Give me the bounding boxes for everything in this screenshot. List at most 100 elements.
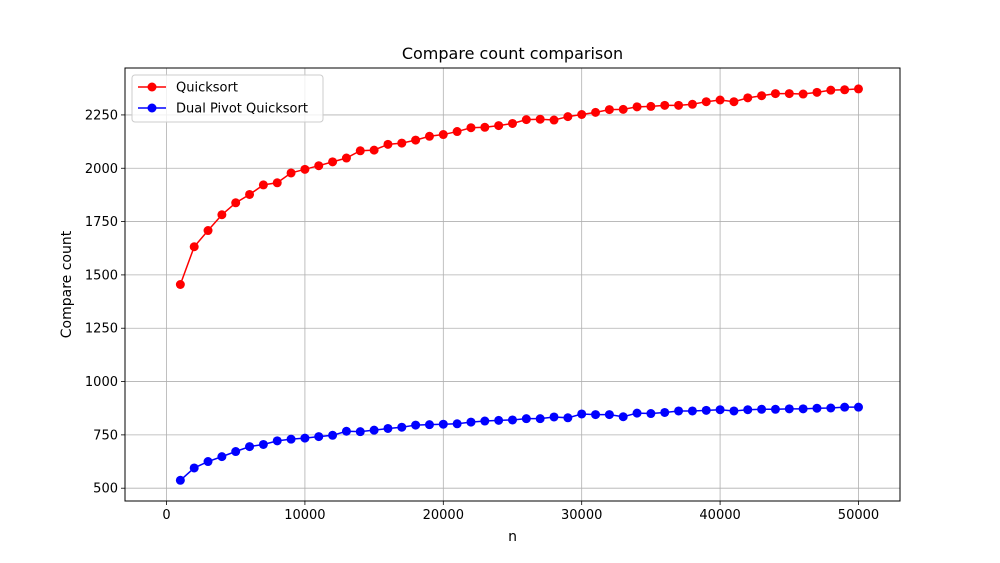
data-point-quicksort — [411, 135, 421, 145]
x-tick-label: 20000 — [423, 508, 464, 523]
data-point-quicksort — [591, 107, 601, 117]
series-layer — [175, 84, 863, 485]
data-point-dual-pivot-quicksort — [272, 436, 282, 446]
y-tick-label: 750 — [93, 428, 118, 443]
data-point-dual-pivot-quicksort — [438, 419, 448, 429]
data-point-quicksort — [245, 189, 255, 199]
data-point-quicksort — [175, 280, 185, 289]
data-point-dual-pivot-quicksort — [521, 414, 531, 424]
data-point-quicksort — [729, 97, 739, 107]
data-point-dual-pivot-quicksort — [258, 439, 268, 449]
data-point-quicksort — [466, 123, 476, 133]
data-point-dual-pivot-quicksort — [715, 405, 725, 415]
data-point-dual-pivot-quicksort — [328, 430, 338, 440]
x-tick-label: 40000 — [699, 508, 740, 523]
data-point-dual-pivot-quicksort — [674, 406, 684, 416]
data-point-dual-pivot-quicksort — [452, 419, 462, 429]
data-point-dual-pivot-quicksort — [701, 405, 711, 415]
data-point-dual-pivot-quicksort — [245, 442, 255, 452]
data-point-quicksort — [798, 89, 808, 99]
data-point-quicksort — [258, 180, 268, 190]
data-point-quicksort — [646, 101, 656, 111]
data-point-dual-pivot-quicksort — [424, 420, 434, 430]
x-tick-label: 0 — [162, 508, 170, 523]
data-point-quicksort — [355, 146, 365, 156]
data-point-dual-pivot-quicksort — [314, 432, 324, 442]
data-point-quicksort — [286, 168, 296, 178]
data-point-dual-pivot-quicksort — [341, 426, 351, 436]
data-point-dual-pivot-quicksort — [853, 402, 863, 412]
data-point-dual-pivot-quicksort — [411, 420, 421, 430]
data-point-quicksort — [203, 226, 213, 236]
data-point-quicksort — [563, 112, 573, 122]
data-point-quicksort — [715, 95, 725, 105]
y-tick-label: 1250 — [85, 322, 118, 337]
data-point-dual-pivot-quicksort — [604, 410, 614, 420]
data-point-quicksort — [397, 138, 407, 148]
data-point-dual-pivot-quicksort — [660, 407, 670, 417]
data-point-dual-pivot-quicksort — [189, 463, 199, 473]
series-dual-pivot-quicksort — [175, 402, 863, 485]
data-point-quicksort — [217, 210, 227, 220]
axis-ticks: 0 10000 20000 30000 40000 50000 500 750 1000 1250… — [85, 108, 879, 523]
data-point-dual-pivot-quicksort — [203, 457, 213, 467]
data-point-dual-pivot-quicksort — [383, 423, 393, 433]
data-point-dual-pivot-quicksort — [480, 416, 490, 426]
grid-lines — [125, 68, 900, 501]
y-tick-label: 1000 — [85, 375, 118, 390]
data-point-quicksort — [189, 242, 199, 252]
legend-label-dual-pivot: Dual Pivot Quicksort — [176, 102, 308, 117]
legend: Quicksort Dual Pivot Quicksort — [131, 74, 324, 123]
data-point-dual-pivot-quicksort — [618, 412, 628, 422]
data-point-dual-pivot-quicksort — [784, 404, 794, 414]
data-point-dual-pivot-quicksort — [369, 425, 379, 435]
chart-title: Compare count comparison — [402, 44, 623, 63]
data-point-dual-pivot-quicksort — [826, 403, 836, 413]
data-point-dual-pivot-quicksort — [840, 402, 850, 412]
data-point-quicksort — [521, 115, 531, 125]
data-point-quicksort — [424, 131, 434, 141]
data-point-dual-pivot-quicksort — [563, 413, 573, 423]
series-quicksort — [175, 84, 863, 289]
y-axis-label: Compare count — [59, 230, 75, 338]
data-point-quicksort — [494, 121, 504, 131]
legend-label-quicksort: Quicksort — [176, 81, 238, 96]
data-point-quicksort — [812, 87, 822, 97]
data-point-quicksort — [438, 130, 448, 140]
legend-box — [131, 74, 324, 123]
data-point-dual-pivot-quicksort — [770, 404, 780, 414]
data-point-quicksort — [743, 93, 753, 103]
data-point-dual-pivot-quicksort — [577, 409, 587, 419]
data-point-dual-pivot-quicksort — [175, 475, 185, 485]
data-point-quicksort — [480, 122, 490, 132]
data-point-dual-pivot-quicksort — [729, 406, 739, 416]
y-tick-label: 1500 — [85, 268, 118, 283]
data-point-quicksort — [300, 164, 310, 174]
data-point-quicksort — [632, 102, 642, 112]
data-point-quicksort — [618, 104, 628, 114]
data-point-dual-pivot-quicksort — [508, 415, 517, 425]
legend-marker-dual-pivot — [147, 103, 157, 113]
data-point-quicksort — [687, 99, 697, 109]
data-point-dual-pivot-quicksort — [591, 410, 601, 420]
data-point-quicksort — [369, 145, 379, 155]
data-point-quicksort — [535, 114, 545, 124]
data-point-dual-pivot-quicksort — [300, 433, 310, 443]
data-point-quicksort — [452, 127, 462, 137]
data-point-dual-pivot-quicksort — [231, 447, 241, 457]
data-point-quicksort — [508, 118, 517, 128]
data-point-dual-pivot-quicksort — [466, 417, 476, 427]
data-point-quicksort — [328, 157, 338, 167]
y-tick-label: 2000 — [85, 162, 118, 177]
data-point-quicksort — [674, 100, 684, 110]
data-point-dual-pivot-quicksort — [535, 414, 545, 424]
plot-area-frame — [124, 67, 901, 502]
data-point-dual-pivot-quicksort — [743, 405, 753, 415]
y-tick-label: 500 — [93, 482, 118, 497]
data-point-quicksort — [757, 91, 767, 101]
data-point-quicksort — [826, 85, 836, 95]
data-point-dual-pivot-quicksort — [217, 452, 227, 462]
data-point-quicksort — [341, 153, 351, 163]
legend-marker-quicksort — [147, 82, 157, 92]
